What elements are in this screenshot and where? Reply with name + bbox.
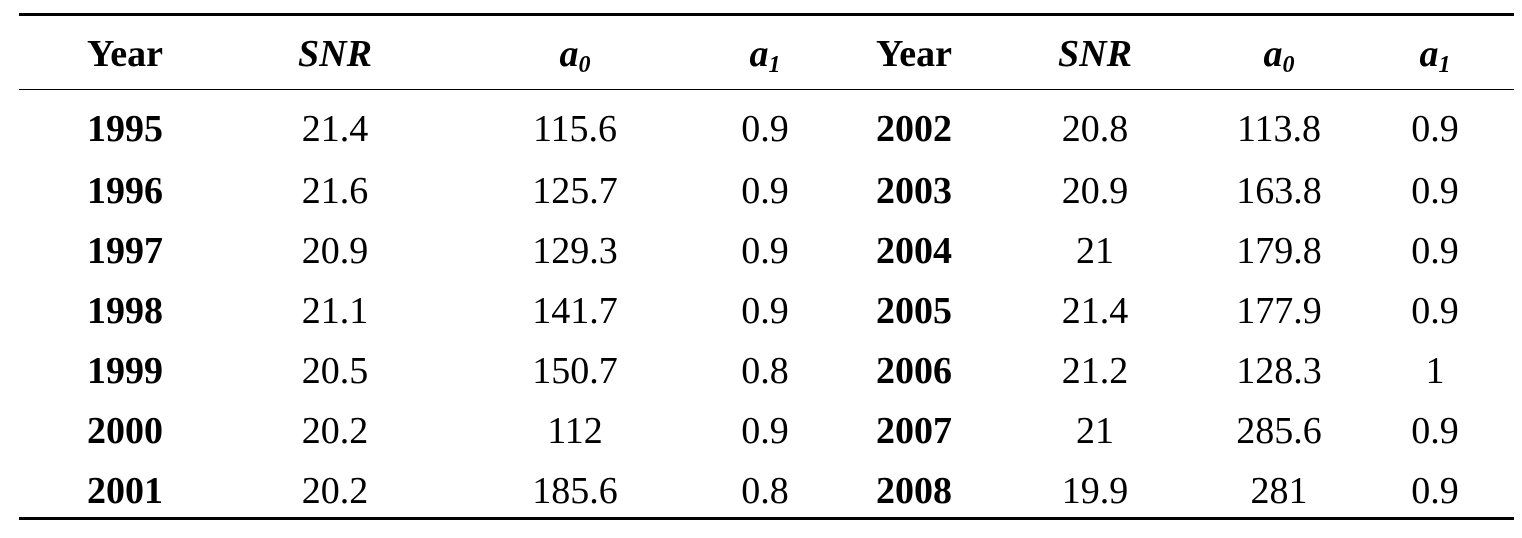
- cell-a0-left: 115.6: [532, 108, 618, 150]
- cell-a1-left: 0.9: [741, 108, 789, 150]
- cell-a0-right: 285.6: [1236, 410, 1322, 452]
- cell-a0-right: 128.3: [1236, 350, 1322, 392]
- header-a1-left-sub: 1: [768, 52, 781, 78]
- cell-a1-right: 0.9: [1411, 410, 1459, 452]
- cell-a0-left: 112: [547, 410, 603, 452]
- cell-snr-left: 21.6: [301, 170, 369, 212]
- cell-snr-right: 21.4: [1061, 290, 1129, 332]
- cell-snr-left: 21.1: [301, 290, 369, 332]
- cell-year-left: 1996: [87, 170, 163, 212]
- cell-year-right: 2008: [876, 470, 952, 512]
- cell-year-left: 1995: [87, 108, 163, 150]
- cell-a0-right: 163.8: [1236, 170, 1322, 212]
- cell-year-right: 2007: [876, 410, 952, 452]
- cell-year-right: 2003: [876, 170, 952, 212]
- cell-a1-right: 0.9: [1411, 470, 1459, 512]
- cell-a1-right: 0.9: [1411, 108, 1459, 150]
- header-a0-right-sub: 0: [1282, 52, 1295, 78]
- cell-a0-right: 179.8: [1236, 230, 1322, 272]
- header-snr-left: SNR: [298, 33, 372, 75]
- cell-year-right: 2004: [876, 230, 952, 272]
- cell-a1-left: 0.8: [741, 350, 789, 392]
- header-rule: [19, 89, 1514, 90]
- cell-a1-right: 0.9: [1411, 170, 1459, 212]
- cell-year-left: 2001: [87, 470, 163, 512]
- cell-a0-right: 113.8: [1236, 108, 1322, 150]
- cell-snr-right: 21: [1076, 410, 1114, 452]
- header-a0-left: a0: [495, 33, 655, 77]
- cell-snr-right: 20.8: [1061, 108, 1129, 150]
- cell-a1-left: 0.9: [741, 170, 789, 212]
- header-a1-right-base: a: [1419, 33, 1439, 75]
- header-a0-right: a0: [1199, 33, 1359, 77]
- header-a0-right-base: a: [1263, 33, 1283, 75]
- table-top-rule: [19, 13, 1514, 16]
- cell-snr-right: 19.9: [1061, 470, 1129, 512]
- cell-a1-left: 0.8: [741, 470, 789, 512]
- header-a1-left-base: a: [749, 33, 769, 75]
- cell-year-right: 2002: [876, 108, 952, 150]
- cell-year-left: 1998: [87, 290, 163, 332]
- header-a1-right: a1: [1375, 33, 1495, 77]
- cell-snr-left: 20.9: [301, 230, 369, 272]
- cell-a0-left: 125.7: [532, 170, 618, 212]
- cell-a1-right: 1: [1425, 350, 1445, 392]
- cell-a0-right: 281: [1250, 470, 1308, 512]
- cell-a0-left: 150.7: [532, 350, 618, 392]
- header-a0-left-sub: 0: [578, 52, 591, 78]
- header-a1-right-sub: 1: [1438, 52, 1451, 78]
- cell-a1-left: 0.9: [741, 410, 789, 452]
- cell-a0-left: 185.6: [532, 470, 618, 512]
- cell-a0-right: 177.9: [1236, 290, 1322, 332]
- cell-a0-left: 141.7: [532, 290, 618, 332]
- cell-snr-right: 21: [1076, 230, 1114, 272]
- header-year-left: Year: [87, 33, 163, 75]
- header-a0-left-base: a: [559, 33, 579, 75]
- header-snr-right: SNR: [1058, 33, 1132, 75]
- cell-year-left: 2000: [87, 410, 163, 452]
- cell-year-left: 1997: [87, 230, 163, 272]
- header-year-right: Year: [876, 33, 952, 75]
- cell-snr-right: 21.2: [1061, 350, 1129, 392]
- cell-snr-right: 20.9: [1061, 170, 1129, 212]
- cell-year-left: 1999: [87, 350, 163, 392]
- cell-a1-right: 0.9: [1411, 230, 1459, 272]
- table-bottom-rule: [19, 517, 1514, 520]
- cell-snr-left: 20.5: [301, 350, 369, 392]
- cell-a1-left: 0.9: [741, 230, 789, 272]
- cell-year-right: 2005: [876, 290, 952, 332]
- cell-a1-left: 0.9: [741, 290, 789, 332]
- cell-snr-left: 20.2: [301, 470, 369, 512]
- cell-year-right: 2006: [876, 350, 952, 392]
- cell-a0-left: 129.3: [532, 230, 618, 272]
- header-a1-left: a1: [705, 33, 825, 77]
- cell-a1-right: 0.9: [1411, 290, 1459, 332]
- cell-snr-left: 20.2: [301, 410, 369, 452]
- cell-snr-left: 21.4: [301, 108, 369, 150]
